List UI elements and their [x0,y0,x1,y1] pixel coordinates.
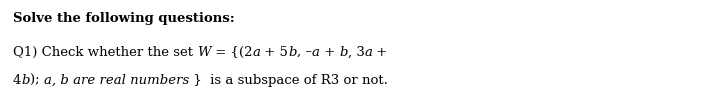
Text: b: b [288,46,297,59]
Text: a: a [364,46,372,59]
Text: , –: , – [297,46,311,59]
Text: );: ); [30,74,44,87]
Text: , 3: , 3 [347,46,364,59]
Text: +: + [320,46,339,59]
Text: + 5: + 5 [261,46,288,59]
Text: W: W [197,46,211,59]
Text: +: + [372,46,388,59]
Text: Solve the following questions:: Solve the following questions: [13,12,235,25]
Text: 4: 4 [13,74,21,87]
Text: a: a [252,46,261,59]
Text: a, b are real numbers: a, b are real numbers [44,74,189,87]
Text: b: b [339,46,347,59]
Text: Q1) Check whether the set: Q1) Check whether the set [13,46,197,59]
Text: }  is a subspace of R3 or not.: } is a subspace of R3 or not. [189,74,388,87]
Text: a: a [311,46,320,59]
Text: = {(2: = {(2 [211,46,252,59]
Text: b: b [21,74,30,87]
